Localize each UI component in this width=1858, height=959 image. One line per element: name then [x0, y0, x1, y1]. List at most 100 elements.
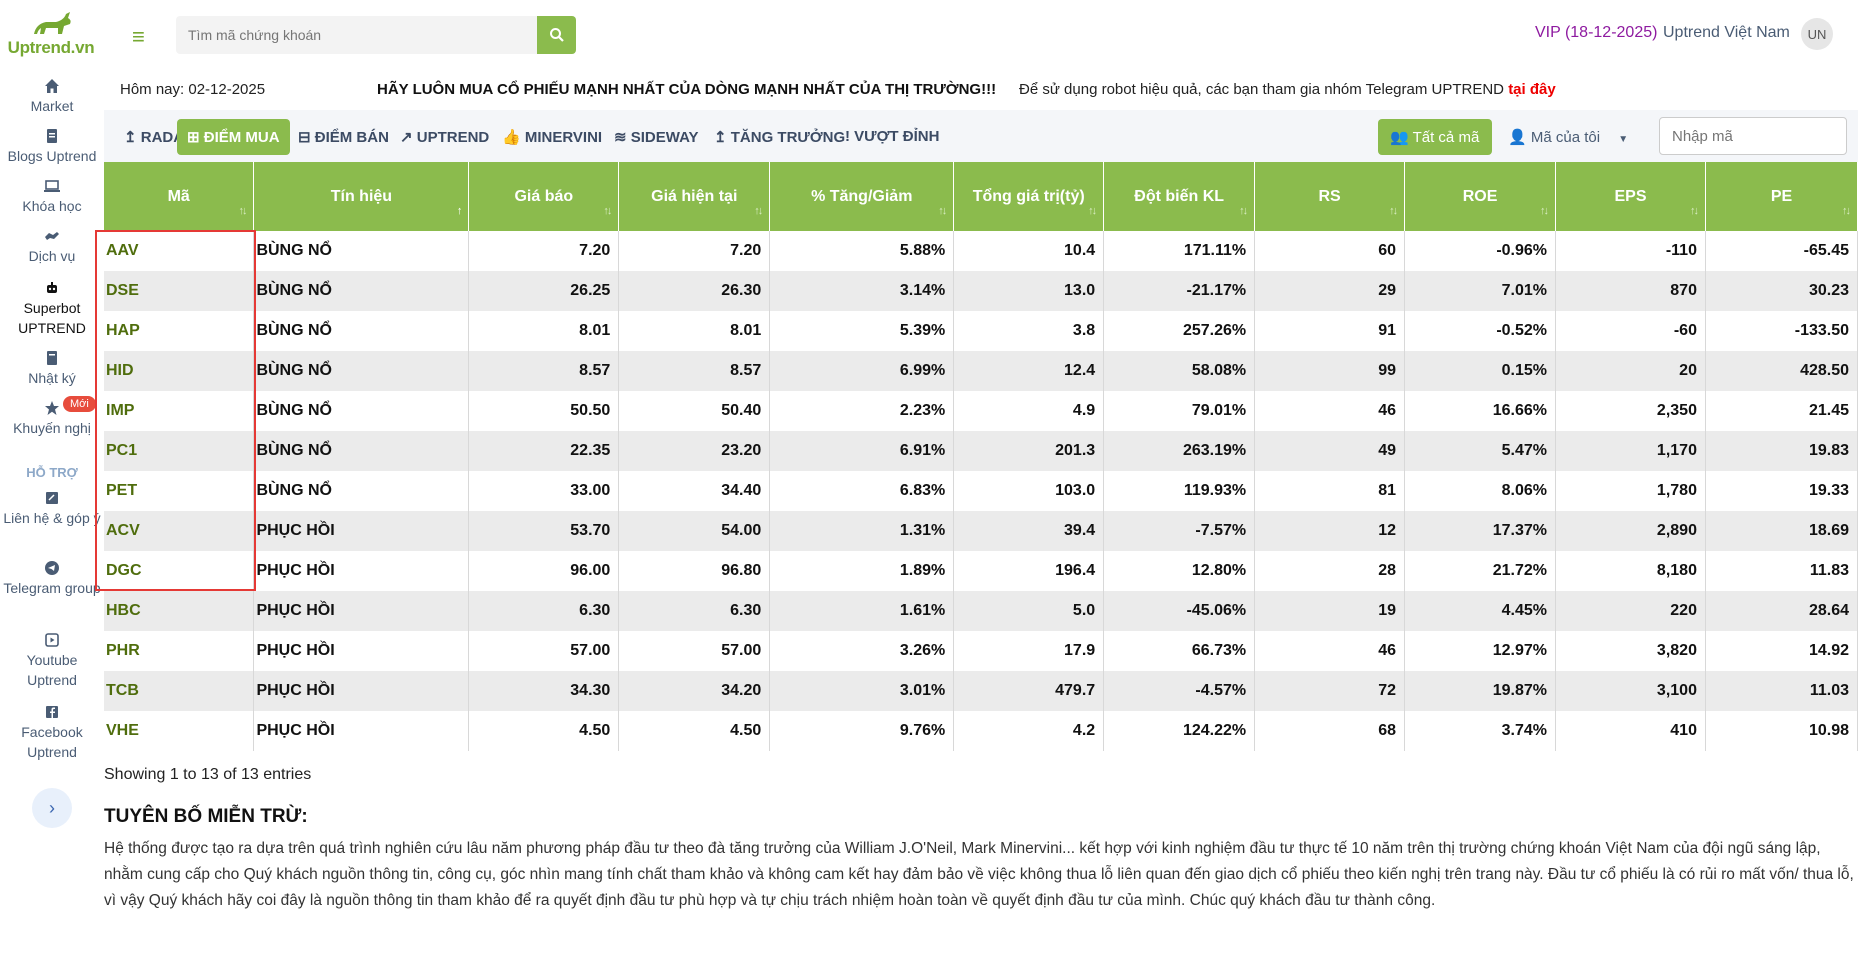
logo[interactable]: Uptrend.vn — [6, 10, 96, 60]
tab-uptrend[interactable]: ↗ UPTREND — [390, 119, 499, 155]
table-row[interactable]: PHR PHỤC HỒI 57.00 57.00 3.26% 17.9 66.73% 46 12… — [104, 631, 1858, 671]
cell-code[interactable]: TCB — [104, 671, 255, 711]
tab-minervini[interactable]: 👍 MINERVINI — [492, 119, 612, 155]
sidebar-item-youtube[interactable]: Youtube Uptrend — [0, 632, 104, 690]
cell-code[interactable]: HBC — [104, 591, 255, 631]
col-header-current-price[interactable]: Giá hiện tại ↑↓ — [618, 162, 771, 231]
table-row[interactable]: HAP BÙNG NỔ 8.01 8.01 5.39% 3.8 257.26% 91 -0.52… — [104, 311, 1858, 351]
cell-eps: 3,820 — [1555, 631, 1706, 671]
cell-current-price: 8.57 — [618, 351, 771, 391]
col-header-rs[interactable]: RS ↑↓ — [1254, 162, 1406, 231]
cell-code[interactable]: AAV — [104, 231, 255, 271]
vip-expiry[interactable]: VIP (18-12-2025) — [1535, 24, 1658, 41]
table-row[interactable]: PC1 BÙNG NỔ 22.35 23.20 6.91% 201.3 263.19% 49 5… — [104, 431, 1858, 471]
cell-code[interactable]: PET — [104, 471, 255, 511]
col-header-total-value[interactable]: Tổng giá trị(tỷ) ↑↓ — [953, 162, 1105, 231]
cell-rs: 28 — [1254, 551, 1406, 591]
tab-sell-points[interactable]: ⊟ ĐIỂM BÁN — [288, 119, 399, 155]
user-icon: 👤 — [1508, 129, 1527, 146]
sidebar-item-recommendations[interactable]: Khuyến nghị — [0, 400, 104, 438]
sidebar: Uptrend.vn Market Blogs Uptrend Khóa học… — [0, 0, 104, 959]
cell-total-value: 17.9 — [953, 631, 1105, 671]
col-header-pe[interactable]: PE ↑↓ — [1705, 162, 1858, 231]
telegram-icon — [45, 561, 59, 575]
handshake-icon — [45, 232, 59, 240]
table-row[interactable]: IMP BÙNG NỔ 50.50 50.40 2.23% 4.9 79.01% 46 16.6… — [104, 391, 1858, 431]
cell-current-price: 96.80 — [618, 551, 771, 591]
cell-eps: -110 — [1555, 231, 1706, 271]
sidebar-item-telegram[interactable]: Telegram group — [0, 560, 104, 598]
sidebar-item-services[interactable]: Dịch vụ — [0, 228, 104, 266]
cell-code[interactable]: PHR — [104, 631, 255, 671]
table-row[interactable]: VHE PHỤC HỒI 4.50 4.50 9.76% 4.2 124.22% 68 3.74… — [104, 711, 1858, 751]
col-header-volume-spike[interactable]: Đột biến KL ↑↓ — [1103, 162, 1256, 231]
col-header-eps[interactable]: EPS ↑↓ — [1555, 162, 1706, 231]
hamburger-menu-icon[interactable]: ≡ — [132, 24, 145, 49]
sort-icon: ↑↓ — [1540, 205, 1549, 217]
tab-growth[interactable]: ↥ TĂNG TRƯỞNG — [704, 119, 855, 155]
cell-change-pct: 6.99% — [769, 351, 955, 391]
sort-icon: ↑↓ — [603, 205, 612, 217]
my-codes-dropdown[interactable]: 👤 Mã của tôi ▼ — [1502, 119, 1634, 155]
telegram-link[interactable]: tại đây — [1508, 81, 1556, 98]
search-input[interactable] — [176, 16, 540, 54]
cell-change-pct: 5.88% — [769, 231, 955, 271]
document-icon — [47, 129, 57, 143]
sidebar-item-journal[interactable]: Nhật ký — [0, 350, 104, 388]
cell-rs: 99 — [1254, 351, 1406, 391]
sidebar-item-market[interactable]: Market — [0, 78, 104, 116]
cell-eps: 2,350 — [1555, 391, 1706, 431]
tab-bar: ↥ RADAR ⊞ ĐIỂM MUA ⊟ ĐIỂM BÁN ↗ UPTREND … — [104, 110, 1858, 162]
table-row[interactable]: HBC PHỤC HỒI 6.30 6.30 1.61% 5.0 -45.06% 19 4.45… — [104, 591, 1858, 631]
sidebar-item-superbot[interactable]: Superbot UPTREND — [0, 280, 104, 338]
cell-signal: PHỤC HỒI — [253, 551, 470, 591]
table-row[interactable]: HID BÙNG NỔ 8.57 8.57 6.99% 12.4 58.08% 99 0.15%… — [104, 351, 1858, 391]
table-row[interactable]: DSE BÙNG NỔ 26.25 26.30 3.14% 13.0 -21.17% 29 7.… — [104, 271, 1858, 311]
arrow-up-icon: ↥ — [714, 129, 727, 146]
cell-signal: PHỤC HỒI — [253, 591, 470, 631]
tab-buy-points[interactable]: ⊞ ĐIỂM MUA — [177, 119, 290, 155]
code-input[interactable] — [1659, 117, 1847, 155]
cell-code[interactable]: IMP — [104, 391, 255, 431]
col-header-roe[interactable]: ROE ↑↓ — [1404, 162, 1557, 231]
cell-code[interactable]: HID — [104, 351, 255, 391]
robot-icon — [47, 282, 57, 293]
cell-roe: -0.52% — [1404, 311, 1557, 351]
tab-label: SIDEWAY — [630, 129, 699, 146]
cell-code[interactable]: DSE — [104, 271, 255, 311]
cell-alert-price: 53.70 — [468, 511, 620, 551]
avatar[interactable]: UN — [1801, 18, 1833, 50]
sidebar-item-facebook[interactable]: Facebook Uptrend — [0, 704, 104, 762]
cell-code[interactable]: ACV — [104, 511, 255, 551]
cell-roe: 4.45% — [1404, 591, 1557, 631]
col-header-label: Tổng giá trị(tỷ) — [972, 187, 1085, 205]
cell-code[interactable]: DGC — [104, 551, 255, 591]
col-header-code[interactable]: Mã ↑↓ — [104, 162, 255, 231]
tab-breakout[interactable]: ! VƯỢT ĐỈNH — [835, 119, 949, 155]
table-row[interactable]: TCB PHỤC HỒI 34.30 34.20 3.01% 479.7 -4.57% 72 1… — [104, 671, 1858, 711]
col-header-signal[interactable]: Tín hiệu ↑ — [253, 162, 470, 231]
sidebar-item-courses[interactable]: Khóa học — [0, 178, 104, 216]
user-name[interactable]: Uptrend Việt Nam — [1663, 24, 1790, 41]
all-codes-button[interactable]: 👥 Tất cả mã — [1378, 119, 1492, 155]
table-row[interactable]: AAV BÙNG NỔ 7.20 7.20 5.88% 10.4 171.11% 60 -0.9… — [104, 231, 1858, 271]
table-row[interactable]: PET BÙNG NỔ 33.00 34.40 6.83% 103.0 119.93% 81 8… — [104, 471, 1858, 511]
cell-volume-spike: 263.19% — [1103, 431, 1256, 471]
cell-code[interactable]: PC1 — [104, 431, 255, 471]
sidebar-item-blogs[interactable]: Blogs Uptrend — [0, 128, 104, 166]
tab-sideway[interactable]: ≋ SIDEWAY — [604, 119, 709, 155]
col-header-alert-price[interactable]: Giá báo ↑↓ — [468, 162, 620, 231]
sidebar-toggle-button[interactable]: › — [32, 788, 72, 828]
sidebar-item-contact[interactable]: Liên hệ & góp ý — [0, 490, 104, 528]
cell-roe: 5.47% — [1404, 431, 1557, 471]
cell-signal: BÙNG NỔ — [253, 391, 470, 431]
search-button[interactable] — [537, 16, 576, 54]
cell-code[interactable]: VHE — [104, 711, 255, 751]
cell-rs: 72 — [1254, 671, 1406, 711]
cell-signal: BÙNG NỔ — [253, 431, 470, 471]
table-row[interactable]: DGC PHỤC HỒI 96.00 96.80 1.89% 196.4 12.80% 28 2… — [104, 551, 1858, 591]
sidebar-item-label: Dịch vụ — [28, 248, 76, 264]
cell-code[interactable]: HAP — [104, 311, 255, 351]
col-header-change-pct[interactable]: % Tăng/Giảm ↑↓ — [769, 162, 955, 231]
table-row[interactable]: ACV PHỤC HỒI 53.70 54.00 1.31% 39.4 -7.57% 12 17… — [104, 511, 1858, 551]
